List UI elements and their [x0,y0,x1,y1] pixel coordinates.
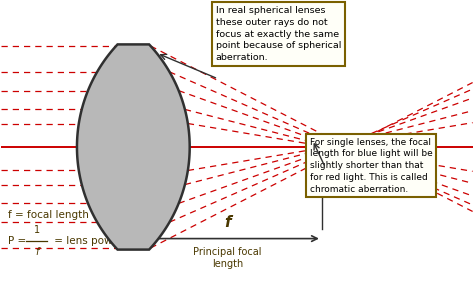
Text: For single lenses, the focal
length for blue light will be
slightly shorter than: For single lenses, the focal length for … [310,138,433,194]
Text: f = focal length: f = focal length [9,211,89,220]
Text: = lens power: = lens power [51,236,123,246]
Text: 1: 1 [34,225,40,235]
Text: In real spherical lenses
these outer rays do not
focus at exactly the same
point: In real spherical lenses these outer ray… [216,6,341,62]
Polygon shape [317,143,327,151]
Text: Principal focal
length: Principal focal length [193,247,262,269]
Text: f: f [35,247,38,257]
Text: f: f [224,215,231,230]
Text: P =: P = [9,236,30,246]
Polygon shape [77,44,190,250]
